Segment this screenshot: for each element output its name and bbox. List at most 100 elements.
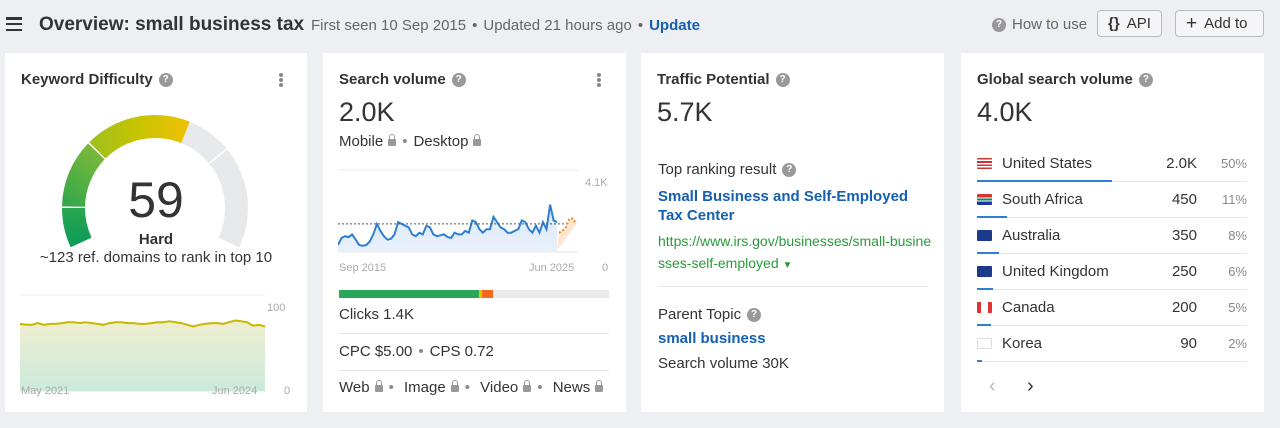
cpc-row: CPC $5.00 • CPS 0.72: [339, 343, 609, 371]
top-ranking-text: Top ranking result: [658, 161, 777, 178]
difficulty-gauge: [62, 115, 248, 248]
cpc-value: CPC $5.00: [339, 343, 413, 360]
search-volume-card: Search volume? 2.0K Mobile • Desktop 4.1K …: [323, 53, 626, 412]
traffic-potential-card: Traffic Potential? 5.7K Top ranking resu…: [641, 53, 944, 412]
menu-icon[interactable]: [6, 17, 22, 31]
country-row[interactable]: United Kingdom 250 6%: [977, 254, 1247, 290]
country-percent: 5%: [1228, 300, 1247, 315]
country-row[interactable]: Korea 90 2%: [977, 326, 1247, 362]
add-to-button[interactable]: + Add to: [1175, 10, 1264, 37]
country-share-bar: [977, 324, 991, 326]
updated-time: Updated 21 hours ago: [483, 17, 632, 34]
parent-topic-volume: Search volume 30K: [658, 355, 789, 372]
serp-video: Video: [480, 379, 519, 396]
country-percent: 2%: [1228, 336, 1247, 351]
tp-title-text: Traffic Potential: [657, 71, 770, 88]
kd-label: Hard: [138, 231, 174, 248]
add-to-label: Add to: [1204, 15, 1248, 32]
sv-y-max: 4.1K: [585, 177, 608, 189]
country-name: Australia: [1002, 227, 1061, 244]
how-to-use-label: How to use: [1012, 16, 1088, 33]
help-icon[interactable]: ?: [158, 72, 173, 87]
flag-us-icon: [977, 158, 992, 169]
chart-line: [338, 204, 558, 247]
more-options-icon[interactable]: [279, 73, 283, 87]
parent-topic-label: Parent Topic?: [658, 306, 762, 323]
country-volume: 200: [1171, 299, 1197, 316]
gauge-segment: [62, 208, 92, 248]
device-split: Mobile • Desktop: [339, 133, 482, 150]
clicks-distribution-bar: [339, 290, 609, 298]
country-percent: 8%: [1228, 228, 1247, 243]
header: Overview: small business tax First seen …: [0, 0, 1280, 50]
keyword-difficulty-card: Keyword Difficulty? 59 Hard ~123 ref. do…: [5, 53, 307, 412]
help-icon[interactable]: ?: [1138, 72, 1153, 87]
country-percent: 50%: [1220, 156, 1247, 171]
gsv-title: Global search volume?: [977, 71, 1153, 88]
top-result-url[interactable]: https://www.irs.gov/businesses/small-bus…: [658, 230, 933, 277]
lock-icon: [388, 134, 397, 146]
prev-page-icon[interactable]: ‹: [989, 375, 996, 397]
country-volume: 350: [1171, 227, 1197, 244]
country-name: United States: [1002, 155, 1093, 172]
kd-y-max: 100: [267, 302, 286, 314]
update-link[interactable]: Update: [649, 17, 700, 34]
country-name: Canada: [1002, 299, 1055, 316]
flag-za-icon: [977, 194, 992, 205]
lock-icon: [595, 380, 604, 392]
help-icon[interactable]: ?: [775, 72, 790, 87]
sv-history-chart: [338, 169, 578, 253]
api-button[interactable]: {} API: [1097, 10, 1162, 37]
chart-area: [20, 320, 265, 391]
lock-icon: [374, 380, 383, 392]
help-icon[interactable]: ?: [782, 162, 797, 177]
forecast-line: [558, 217, 578, 234]
country-share-bar: [977, 288, 994, 290]
sv-title-text: Search volume: [339, 71, 446, 88]
country-share-bar: [977, 252, 999, 254]
country-row[interactable]: United States 2.0K 50%: [977, 146, 1247, 182]
more-options-icon[interactable]: [597, 73, 601, 87]
sv-x-start: Sep 2015: [339, 262, 387, 274]
forecast-area: [556, 218, 577, 252]
kd-history-chart: [20, 294, 266, 392]
lock-icon: [450, 380, 459, 392]
help-icon[interactable]: ?: [451, 72, 466, 87]
paid-clicks-segment: [479, 290, 483, 298]
sv-value: 2.0K: [339, 97, 395, 127]
gauge-segment: [181, 121, 227, 164]
global-search-volume-card: Global search volume? 4.0K United States…: [961, 53, 1264, 412]
country-share-bar: [977, 180, 1112, 182]
country-row[interactable]: Canada 200 5%: [977, 290, 1247, 326]
gauge-segment: [89, 115, 190, 159]
country-share-bar: [977, 360, 983, 362]
gauge-segment: [62, 143, 105, 207]
flag-ca-icon: [977, 302, 992, 313]
api-label: API: [1126, 15, 1151, 32]
serp-types-row: Web • Image • Video • News: [339, 379, 609, 401]
country-volume: 250: [1171, 263, 1197, 280]
caret-down-icon[interactable]: ▼: [782, 260, 793, 271]
serp-web: Web: [339, 379, 370, 396]
divider: [658, 286, 928, 287]
gauge-segment: [209, 149, 248, 248]
mobile-label: Mobile: [339, 133, 384, 150]
top-result-title-link[interactable]: Small Business and Self-Employed Tax Cen…: [658, 188, 909, 224]
how-to-use-link[interactable]: ? How to use: [992, 16, 1087, 33]
gsv-value: 4.0K: [977, 97, 1033, 127]
parent-topic-link[interactable]: small business: [658, 330, 766, 347]
gsv-title-text: Global search volume: [977, 71, 1133, 88]
kd-x-end: Jun 2024: [212, 385, 258, 397]
tp-value: 5.7K: [657, 97, 713, 127]
help-icon[interactable]: ?: [747, 307, 762, 322]
country-row[interactable]: South Africa 450 11%: [977, 182, 1247, 218]
keyword-meta: First seen 10 Sep 2015 • Updated 21 hours …: [311, 17, 700, 34]
parent-topic-text: Parent Topic: [658, 306, 742, 323]
chart-line: [20, 319, 266, 328]
sv-title: Search volume?: [339, 71, 466, 88]
top-result-url-text[interactable]: https://www.irs.gov/businesses/small-bus…: [658, 233, 932, 271]
ref-domains-text: ~123 ref. domains to rank in top 10: [39, 249, 273, 266]
country-row[interactable]: Australia 350 8%: [977, 218, 1247, 254]
next-page-icon[interactable]: ›: [1027, 375, 1034, 397]
tp-title: Traffic Potential?: [657, 71, 790, 88]
